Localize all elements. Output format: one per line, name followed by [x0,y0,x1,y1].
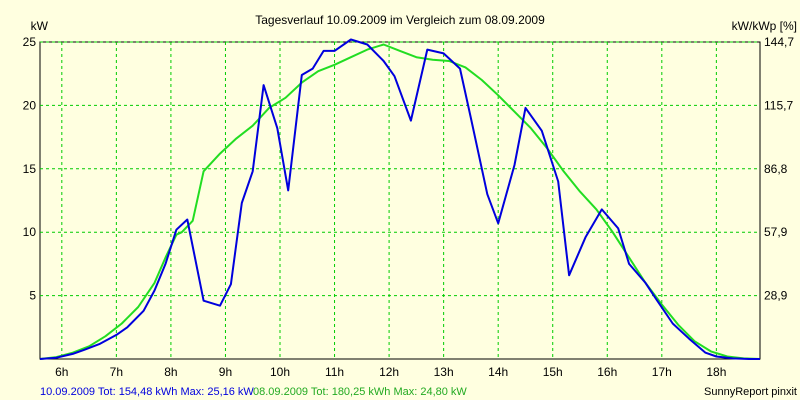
x-tick-label: 11h [325,365,344,379]
x-tick-label: 12h [379,365,399,379]
y-tick-label-right: 144,7 [764,35,794,49]
x-tick-label: 16h [597,365,617,379]
y-tick-label-right: 115,7 [764,98,793,112]
x-tick-label: 6h [55,365,68,379]
y-axis-label-right: kW/kWp [%] [732,19,797,33]
y-tick-label-right: 86,8 [764,162,788,176]
footer-credit: SunnyReport pinxit [704,386,797,398]
y-tick-label-left: 10 [23,225,37,239]
y-tick-label-left: 5 [29,289,36,303]
chart-title: Tagesverlauf 10.09.2009 im Vergleich zum… [255,13,545,27]
x-tick-label: 14h [488,365,508,379]
plot-area [39,41,761,360]
y-tick-label-right: 28,9 [764,289,788,303]
x-tick-label: 7h [110,365,123,379]
y-tick-label-left: 25 [23,35,37,49]
y-tick-label-left: 20 [23,98,37,112]
y-tick-label-right: 57,9 [764,225,788,239]
x-tick-label: 13h [434,365,454,379]
x-tick-label: 17h [652,365,672,379]
series-line-08-09-2009 [39,43,761,360]
tick-layer: 6h 7h 8h 9h 10h 11h 12h 13h 14h 15h 16h 17h 18h 5 28,9… [23,35,795,379]
series-line-10-09-2009 [39,38,760,360]
x-tick-label: 9h [219,365,232,379]
x-tick-label: 8h [164,365,177,379]
footer-series2-summary: 08.09.2009 Tot: 180,25 kWh Max: 24,80 kW [253,386,467,398]
x-tick-label: 10h [270,365,290,379]
series-layer [39,38,761,360]
y-tick-label-left: 15 [23,162,37,176]
x-tick-label: 15h [543,365,563,379]
grid-layer [40,41,760,359]
x-tick-label: 18h [706,365,726,379]
y-axis-label-left: kW [31,19,49,33]
footer-series1-summary: 10.09.2009 Tot: 154,48 kWh Max: 25,16 kW [40,386,254,398]
